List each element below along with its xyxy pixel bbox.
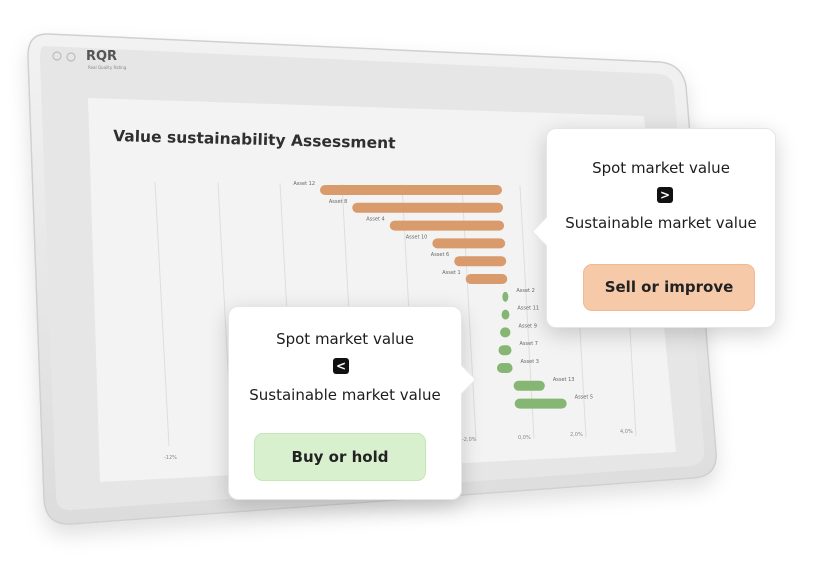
buy-callout: Spot market value < Sustainable market v… (228, 306, 477, 500)
bar-asset-12 (320, 185, 502, 195)
brand-logo: RQR (86, 49, 117, 64)
buy-or-hold-button[interactable]: Buy or hold (254, 433, 426, 481)
category-label: Asset 7 (520, 341, 538, 347)
x-tick-label: -2,0% (462, 437, 477, 443)
x-tick-label: -12% (164, 455, 177, 461)
bar-asset-6 (454, 256, 507, 267)
bars (320, 185, 567, 409)
sell-line-sustainable: Sustainable market value (565, 214, 757, 232)
category-label: Asset 10 (406, 234, 428, 240)
category-label: Asset 3 (521, 359, 539, 365)
buy-line-spot: Spot market value (276, 330, 414, 348)
buy-line-sustainable: Sustainable market value (249, 386, 441, 404)
bar-asset-1 (465, 274, 508, 284)
bar-asset-11 (501, 309, 510, 320)
sell-or-improve-button[interactable]: Sell or improve (583, 264, 755, 311)
bar-asset-7 (498, 345, 512, 356)
category-label: Asset 6 (431, 252, 449, 258)
bar-asset-4 (389, 220, 505, 231)
category-label: Asset 8 (329, 199, 347, 205)
category-label: Asset 4 (366, 217, 384, 223)
category-label: Asset 1 (442, 270, 460, 276)
brand-tagline: Real Quality Rating (88, 65, 127, 70)
window-dot (66, 52, 76, 62)
bar-asset-5 (514, 398, 567, 409)
bar-asset-10 (432, 238, 506, 249)
bar-asset-8 (352, 202, 504, 213)
bar-asset-9 (500, 327, 511, 338)
category-labels: Asset 12 Asset 8 Asset 4 Asset 10 Asset 6 Ass… (293, 181, 593, 401)
category-label: Asset 2 (516, 288, 534, 294)
category-label: Asset 5 (575, 395, 593, 401)
category-label: Asset 9 (518, 323, 536, 329)
window-dot (52, 51, 62, 61)
category-label: Asset 11 (517, 306, 539, 312)
gridline (154, 181, 170, 447)
bar-asset-13 (513, 380, 545, 391)
greater-than-icon: > (657, 187, 673, 203)
gridline (519, 185, 535, 439)
bar-asset-3 (496, 363, 513, 373)
x-tick-labels: -12% -2,0% 0,0% 2,0% 4,0% (164, 429, 633, 461)
x-tick-label: 0,0% (518, 435, 531, 441)
less-than-icon: < (333, 358, 349, 374)
category-label: Asset 13 (553, 377, 575, 383)
category-label: Asset 12 (293, 181, 315, 187)
x-tick-label: 2,0% (570, 432, 583, 438)
bar-asset-2 (502, 291, 509, 302)
x-tick-label: 4,0% (620, 429, 633, 435)
sell-callout: Spot market value > Sustainable market v… (531, 128, 776, 328)
sell-line-spot: Spot market value (592, 159, 730, 177)
